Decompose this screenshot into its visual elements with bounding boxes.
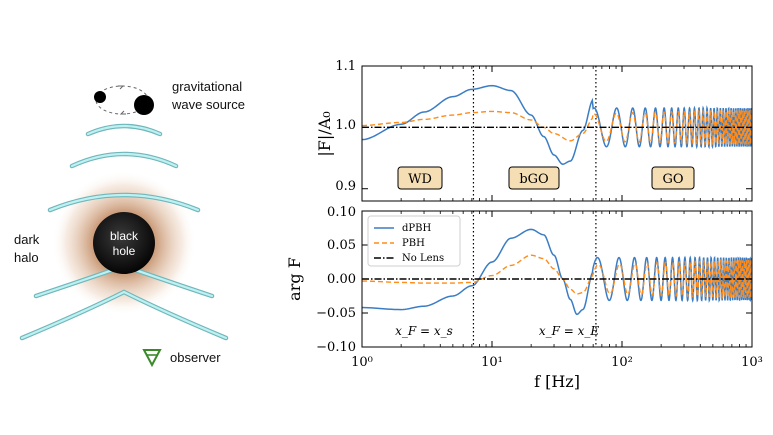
bottom-panel: −0.10 −0.05 0.00 0.05 0.10 arg F 10⁰ 10¹… [285,205,763,391]
region-box-bgo [508,166,560,190]
region-label-wd: WD [408,172,432,187]
observer-label: observer [170,350,221,365]
bottom-ytick-label: −0.10 [316,340,356,355]
xtick-label: 10³ [741,355,763,370]
bottom-ytick-label: −0.05 [316,306,356,321]
source-label-line2: wave source [171,97,245,112]
black-hole-label-line1: black [110,229,139,243]
source-label-line1: gravitational [172,79,242,94]
schematic: gravitational wave source black hole dar… [14,79,245,368]
top-panel-frame [361,65,753,202]
top-panel: 0.9 1.0 1.1 |F|/A₀ WD bGO GO [315,59,753,202]
region-label-go: GO [662,172,683,187]
bottom-series-pbh [362,254,752,300]
region-box-go [651,166,695,190]
black-hole-label-line2: hole [113,244,136,258]
binary-source-icon [94,85,154,115]
region-labels: WD bGO GO [397,166,695,190]
top-yticklabels: 0.9 1.0 1.1 [335,59,356,194]
xlabel: f [Hz] [534,372,580,391]
top-ytick-label: 0.9 [335,179,356,194]
top-axis-ticks [361,65,753,201]
top-series-pbh [362,108,752,147]
halo-label-line2: halo [14,250,39,265]
region-box-wd [397,166,443,190]
halo-label-line1: dark [14,232,40,247]
bottom-ylabel: arg F [285,257,304,301]
legend-label-nolens: No Lens [402,253,444,264]
bottom-ytick-label: 0.05 [327,238,356,253]
bottom-axis-ticks [361,210,753,348]
bottom-ytick-label: 0.00 [327,272,356,287]
top-ylabel: |F|/A₀ [315,111,334,156]
annotation-xs: x_F = x_s [395,324,453,338]
top-ytick-label: 1.0 [335,118,356,133]
legend-label-dpbh: dPBH [402,223,431,234]
xtick-label: 10² [611,355,633,370]
bottom-xticklabels: 10⁰ 10¹ 10² 10³ [351,355,763,370]
xtick-label: 10¹ [481,355,503,370]
observer-icon [142,349,162,368]
legend: dPBH PBH No Lens [367,215,461,267]
xtick-label: 10⁰ [351,355,373,370]
black-hole: black hole [93,212,155,274]
plots: 0.9 1.0 1.1 |F|/A₀ WD bGO GO −0.10 −0. [285,59,763,391]
annotation-xe: x_F = x_E [539,324,600,338]
legend-label-pbh: PBH [402,238,425,249]
region-label-bgo: bGO [519,172,548,187]
bottom-yticklabels: −0.10 −0.05 0.00 0.05 0.10 [316,205,356,355]
top-ytick-label: 1.1 [335,59,356,74]
bottom-ytick-label: 0.10 [327,205,356,220]
